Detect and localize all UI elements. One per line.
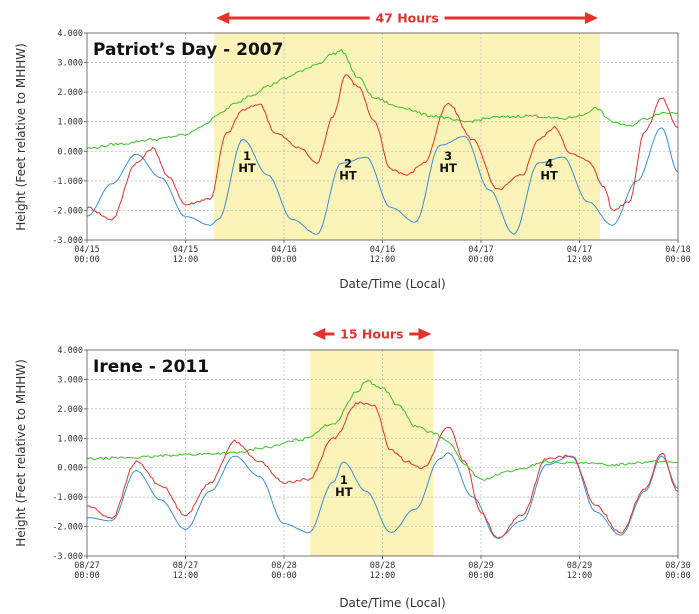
series-line-3 [86,380,679,481]
y-tick-label: -1.000 [52,493,83,503]
x-tick-label: 00:00 [468,571,494,581]
x-axis-label: Date/Time (Local) [339,596,445,610]
x-tick-label: 00:00 [74,255,100,265]
x-tick-label: 04/17 [567,245,593,255]
x-tick-label: 08/27 [74,561,100,571]
duration-label: 47 Hours [375,11,438,26]
y-tick-label: 3.000 [57,59,83,69]
series-line-2 [86,74,679,221]
y-tick-label: 2.000 [57,405,83,415]
chart-1: -3.000 -2.000 -1.000 0.000 1.000 2.000 3.000 4.… [14,11,691,292]
x-tick-label: 12:00 [370,571,396,581]
x-tick-label: 08/28 [271,561,297,571]
high-tide-annotation: 3 [444,149,452,163]
x-tick-label: 00:00 [665,255,691,265]
y-tick-label: -1.000 [52,177,83,187]
x-tick-label: 00:00 [74,571,100,581]
y-tick-label: 1.000 [57,434,83,444]
y-tick-label: -2.000 [52,206,83,216]
y-tick-label: 0.000 [57,464,83,474]
duration-label: 15 Hours [340,327,403,342]
high-tide-annotation: HT [238,161,256,175]
grid [87,33,678,240]
y-tick-label: 3.000 [57,375,83,385]
chart-title: Irene - 2011 [93,357,209,377]
x-axis-label: Date/Time (Local) [339,277,445,291]
x-tick-label: 12:00 [567,255,593,265]
high-tide-annotation: 4 [545,157,553,171]
high-tide-annotation: HT [439,161,457,175]
high-tide-annotation: 1 [340,473,348,487]
x-tick-label: 12:00 [173,255,199,265]
y-tick-label: -3.000 [52,552,83,562]
arrowhead-right-icon [585,12,599,24]
y-axis-label: Height (Feet relative to MHHW) [14,43,28,231]
series-line-1 [86,127,679,235]
x-tick-label: 08/27 [173,561,199,571]
x-tick-label: 00:00 [271,255,297,265]
arrowhead-right-icon [418,328,432,340]
x-tick-label: 04/15 [173,245,199,255]
series-line-2 [86,401,679,539]
arrowhead-left-icon [312,328,326,340]
x-tick-label: 04/16 [271,245,297,255]
x-tick-label: 08/28 [370,561,396,571]
y-tick-label: 2.000 [57,88,83,98]
chart-2: -3.000 -2.000 -1.000 0.000 1.000 2.000 3.000 4.… [14,327,691,611]
y-tick-label: 4.000 [57,29,83,39]
arrowhead-left-icon [216,12,230,24]
x-tick-label: 04/17 [468,245,494,255]
y-tick-label: 4.000 [57,346,83,356]
x-tick-label: 00:00 [271,571,297,581]
x-tick-label: 04/18 [665,245,691,255]
x-tick-label: 08/29 [567,561,593,571]
series-line-3 [86,49,679,150]
high-tide-annotation: HT [339,169,357,183]
highlight-band [310,350,434,556]
chart-title: Patriot’s Day - 2007 [93,40,283,60]
x-tick-label: 08/29 [468,561,494,571]
highlight-band [214,33,601,240]
x-tick-label: 00:00 [468,255,494,265]
y-tick-label: 0.000 [57,147,83,157]
high-tide-annotation: HT [540,169,558,183]
x-tick-label: 00:00 [665,571,691,581]
x-tick-label: 04/16 [370,245,396,255]
x-tick-label: 12:00 [370,255,396,265]
high-tide-annotation: HT [335,485,353,499]
high-tide-annotation: 2 [344,157,352,171]
x-tick-label: 12:00 [567,571,593,581]
x-tick-label: 04/15 [74,245,100,255]
y-tick-label: -2.000 [52,523,83,533]
high-tide-annotation: 1 [243,149,251,163]
y-tick-label: -3.000 [52,236,83,246]
y-tick-label: 1.000 [57,118,83,128]
x-tick-label: 12:00 [173,571,199,581]
x-tick-label: 08/30 [665,561,691,571]
y-axis-label: Height (Feet relative to MHHW) [14,359,28,547]
